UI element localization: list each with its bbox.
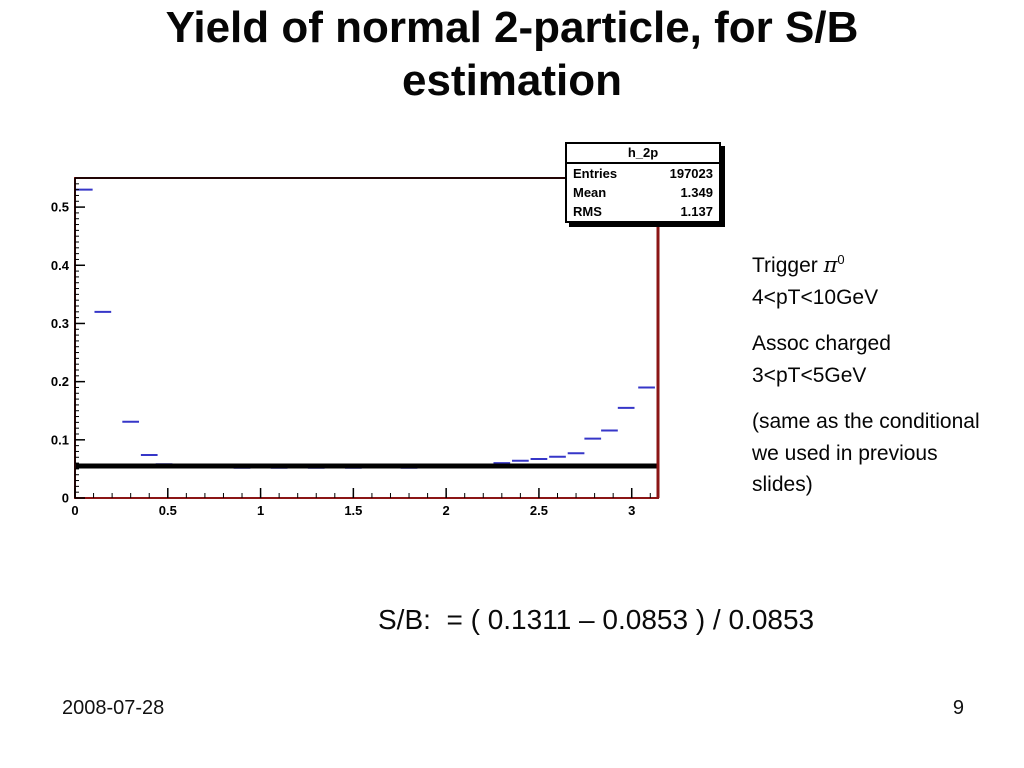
page-number: 9 [952, 697, 964, 719]
x-tick-label: 1.5 [344, 503, 362, 518]
stat-value: 1.137 [680, 204, 713, 219]
stat-label: Mean [573, 185, 607, 200]
trigger-text: Trigger π0 4<pT<10GeV [752, 250, 984, 313]
pi-superscript: 0 [837, 252, 845, 267]
histogram-svg: 0 0.1 0.2 0.3 0.4 0.5 0 0.5 1 1.5 2 2.5 3 [51, 177, 660, 518]
footer-date: 2008-07-28 [62, 697, 165, 719]
stat-label: Entries [573, 166, 618, 181]
trigger-range: 4<pT<10GeV [752, 285, 879, 309]
x-tick-label: 2 [443, 503, 450, 518]
trigger-prefix: Trigger [752, 254, 824, 277]
y-tick-label: 0.5 [51, 200, 69, 215]
assoc-text: Assoc charged 3<pT<5GeV [752, 328, 984, 391]
annotation-block: Trigger π0 4<pT<10GeV Assoc charged 3<pT… [752, 250, 984, 516]
stats-row: RMS 1.137 [567, 202, 719, 221]
y-tick-label: 0.3 [51, 316, 69, 331]
page-title: Yield of normal 2-particle, for S/B esti… [165, 3, 859, 105]
y-tick-label: 0 [62, 491, 69, 506]
stats-row: Mean 1.349 [567, 183, 719, 202]
histogram-plot: 0 0.1 0.2 0.3 0.4 0.5 0 0.5 1 1.5 2 2.5 3 [35, 138, 695, 530]
stat-value: 1.349 [680, 185, 713, 200]
pi-symbol: π [823, 253, 838, 277]
x-tick-label: 0 [71, 503, 78, 518]
stats-box-title: h_2p [567, 144, 719, 164]
stat-label: RMS [573, 204, 602, 219]
y-tick-label: 0.1 [51, 432, 69, 447]
sb-formula: S/B: = ( 0.1311 – 0.0853 ) / 0.0853 [378, 604, 815, 635]
note-text: (same as the conditional we used in prev… [752, 410, 980, 496]
stats-box-rows: Entries 197023 Mean 1.349 RMS 1.137 [567, 164, 719, 221]
y-tick-label: 0.2 [51, 374, 69, 389]
x-tick-label: 3 [628, 503, 635, 518]
data-points [75, 188, 655, 469]
assoc-label: Assoc charged [752, 332, 891, 355]
stats-box: h_2p Entries 197023 Mean 1.349 RMS 1.137 [565, 142, 721, 223]
stat-value: 197023 [669, 166, 713, 181]
stats-row: Entries 197023 [567, 164, 719, 183]
y-tick-label: 0.4 [51, 258, 70, 273]
assoc-range: 3<pT<5GeV [752, 363, 867, 387]
x-tick-label: 2.5 [530, 503, 548, 518]
x-tick-label: 0.5 [159, 503, 177, 518]
axis-ticks: 0 0.1 0.2 0.3 0.4 0.5 0 0.5 1 1.5 2 2.5 3 [51, 177, 651, 518]
plot-frame [74, 177, 660, 499]
x-tick-label: 1 [257, 503, 264, 518]
